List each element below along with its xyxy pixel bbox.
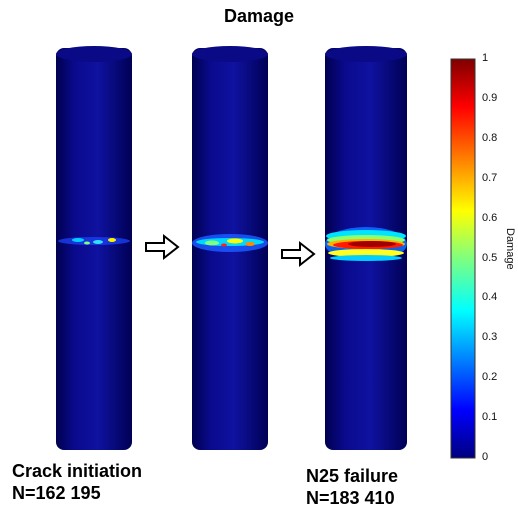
colorbar-tick-label: 0.7 <box>482 171 498 184</box>
colorbar-tick-label: 0.6 <box>482 211 498 224</box>
specimen-intermediate <box>192 46 268 450</box>
figure-title: Damage <box>223 6 295 26</box>
specimen-failure <box>325 46 407 450</box>
colorbar-tick-label: 0.1 <box>482 411 498 424</box>
specimen-initiation <box>56 46 132 450</box>
caption-failure-line2: N=183 410 <box>306 488 395 508</box>
arrow-2 <box>281 240 316 268</box>
caption-failure: N25 failure N=183 410 <box>306 465 398 509</box>
caption-initiation-line2: N=162 195 <box>12 483 101 503</box>
colorbar-tick-label: 0.8 <box>482 131 498 144</box>
caption-initiation: Crack initiation N=162 195 <box>12 460 142 504</box>
colorbar-tick-label: 0.4 <box>482 291 498 304</box>
crack-band-failure <box>325 227 407 261</box>
colorbar <box>450 58 476 459</box>
colorbar-tick-label: 1 <box>482 52 489 64</box>
crack-band-intermediate <box>192 234 268 252</box>
colorbar-title: Damage <box>504 228 516 270</box>
caption-failure-line1: N25 failure <box>306 466 399 486</box>
arrow-1 <box>145 233 180 261</box>
colorbar-tick-label: 0.2 <box>482 371 498 384</box>
colorbar-tick-label: 0.5 <box>482 251 498 264</box>
colorbar-tick-label: 0 <box>482 451 489 463</box>
colorbar-tick-label: 0.3 <box>482 331 498 344</box>
crack-band-initiation <box>58 237 130 245</box>
caption-initiation-line1: Crack initiation <box>12 461 143 481</box>
colorbar-tick-label: 0.9 <box>482 91 498 104</box>
